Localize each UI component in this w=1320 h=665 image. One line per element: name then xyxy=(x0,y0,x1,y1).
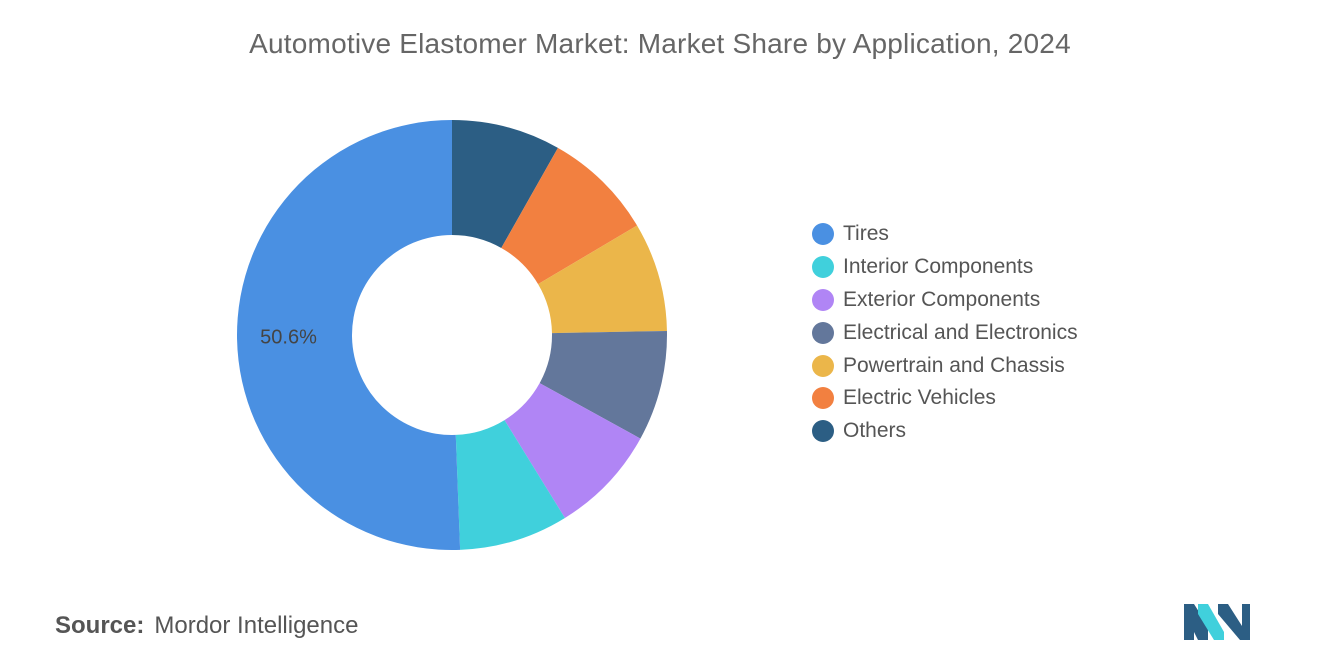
legend-swatch xyxy=(812,256,834,279)
slice-tires xyxy=(237,120,461,550)
legend-item-tires: Tires xyxy=(812,218,1078,251)
legend-item-interior-components: Interior Components xyxy=(812,251,1078,284)
legend-swatch xyxy=(812,387,834,410)
logo-shape-left xyxy=(1184,604,1208,640)
logo-shape-right xyxy=(1218,604,1250,640)
legend-item-powertrain-and-chassis: Powertrain and Chassis xyxy=(812,349,1078,382)
legend-label: Electric Vehicles xyxy=(843,386,996,410)
slice-electrical-and-electronics xyxy=(539,330,667,439)
chart-title: Automotive Elastomer Market: Market Shar… xyxy=(249,28,1071,59)
source-label: Source: xyxy=(55,612,145,639)
data-label-tires: 50.6% xyxy=(260,326,317,348)
chart-legend: Tires Interior Components Exterior Compo… xyxy=(812,218,1078,448)
legend-label: Exterior Components xyxy=(843,287,1041,311)
legend-label: Tires xyxy=(843,222,889,246)
logo-shape-mid xyxy=(1198,604,1224,640)
legend-label: Others xyxy=(843,419,907,443)
legend-swatch xyxy=(812,354,834,377)
donut-slices xyxy=(237,120,667,550)
legend-swatch xyxy=(812,288,834,311)
donut-data-labels: 50.6% xyxy=(260,326,317,348)
legend-swatch xyxy=(812,321,834,344)
legend-item-electrical-and-electronics: Electrical and Electronics xyxy=(812,316,1078,349)
slice-exterior-components xyxy=(504,383,641,518)
legend-swatch xyxy=(812,223,834,246)
slice-powertrain-and-chassis xyxy=(538,225,667,334)
mordor-intelligence-logo-icon xyxy=(1184,604,1250,640)
slice-interior-components xyxy=(455,420,565,550)
legend-label: Powertrain and Chassis xyxy=(843,353,1065,377)
legend-label: Electrical and Electronics xyxy=(843,320,1078,344)
slice-others xyxy=(452,120,558,248)
legend-swatch xyxy=(812,420,834,443)
source-name: Mordor Intelligence xyxy=(154,612,359,639)
slice-electric-vehicles xyxy=(501,147,638,285)
legend-item-others: Others xyxy=(812,415,1078,448)
legend-label: Interior Components xyxy=(843,255,1034,279)
source-note: Source: Mordor Intelligence xyxy=(55,612,358,640)
legend-item-exterior-components: Exterior Components xyxy=(812,284,1078,317)
legend-item-electric-vehicles: Electric Vehicles xyxy=(812,382,1078,415)
